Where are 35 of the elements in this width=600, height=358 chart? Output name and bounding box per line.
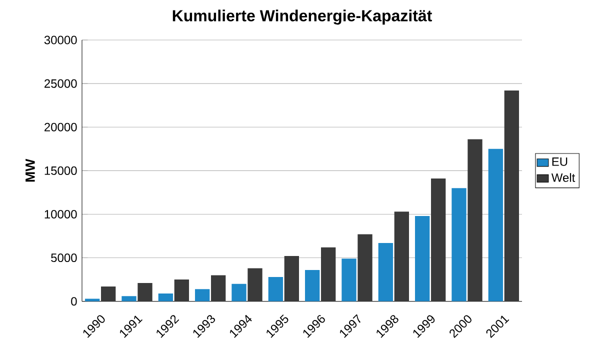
bar: [211, 275, 226, 302]
bar: [468, 139, 482, 302]
y-tick-label: 5000: [51, 254, 77, 262]
legend-label: EU: [552, 158, 568, 166]
y-axis-title: MW: [26, 158, 35, 182]
bar: [358, 234, 372, 302]
bar: [342, 258, 356, 302]
bar: [504, 90, 520, 302]
bar: [138, 283, 152, 302]
legend-label: Welt: [551, 173, 576, 182]
bar: [321, 247, 336, 302]
chart-title: Kumulierte Windenergie-Kapazität: [172, 10, 432, 25]
y-tick-label: 25000: [44, 79, 77, 88]
y-tick-label: 0: [71, 297, 77, 306]
bar: [195, 289, 210, 302]
bar: [305, 270, 320, 302]
bar: [394, 212, 409, 302]
bar: [122, 296, 136, 302]
bar: [488, 148, 503, 302]
bar: [431, 178, 446, 302]
y-tick-label: 10000: [44, 210, 77, 218]
bar: [174, 280, 190, 302]
bar: [378, 242, 394, 302]
bar: [85, 298, 100, 302]
y-tick-label: 15000: [44, 166, 77, 175]
bar: [268, 276, 283, 302]
y-tick-label: 30000: [44, 36, 77, 44]
bar: [284, 256, 299, 302]
bar: [415, 216, 430, 302]
bar: [158, 293, 173, 302]
bar: [248, 268, 262, 302]
y-tick-label: 20000: [44, 122, 77, 132]
bar: [101, 286, 116, 302]
bar: [452, 188, 466, 302]
bar: [232, 284, 246, 302]
